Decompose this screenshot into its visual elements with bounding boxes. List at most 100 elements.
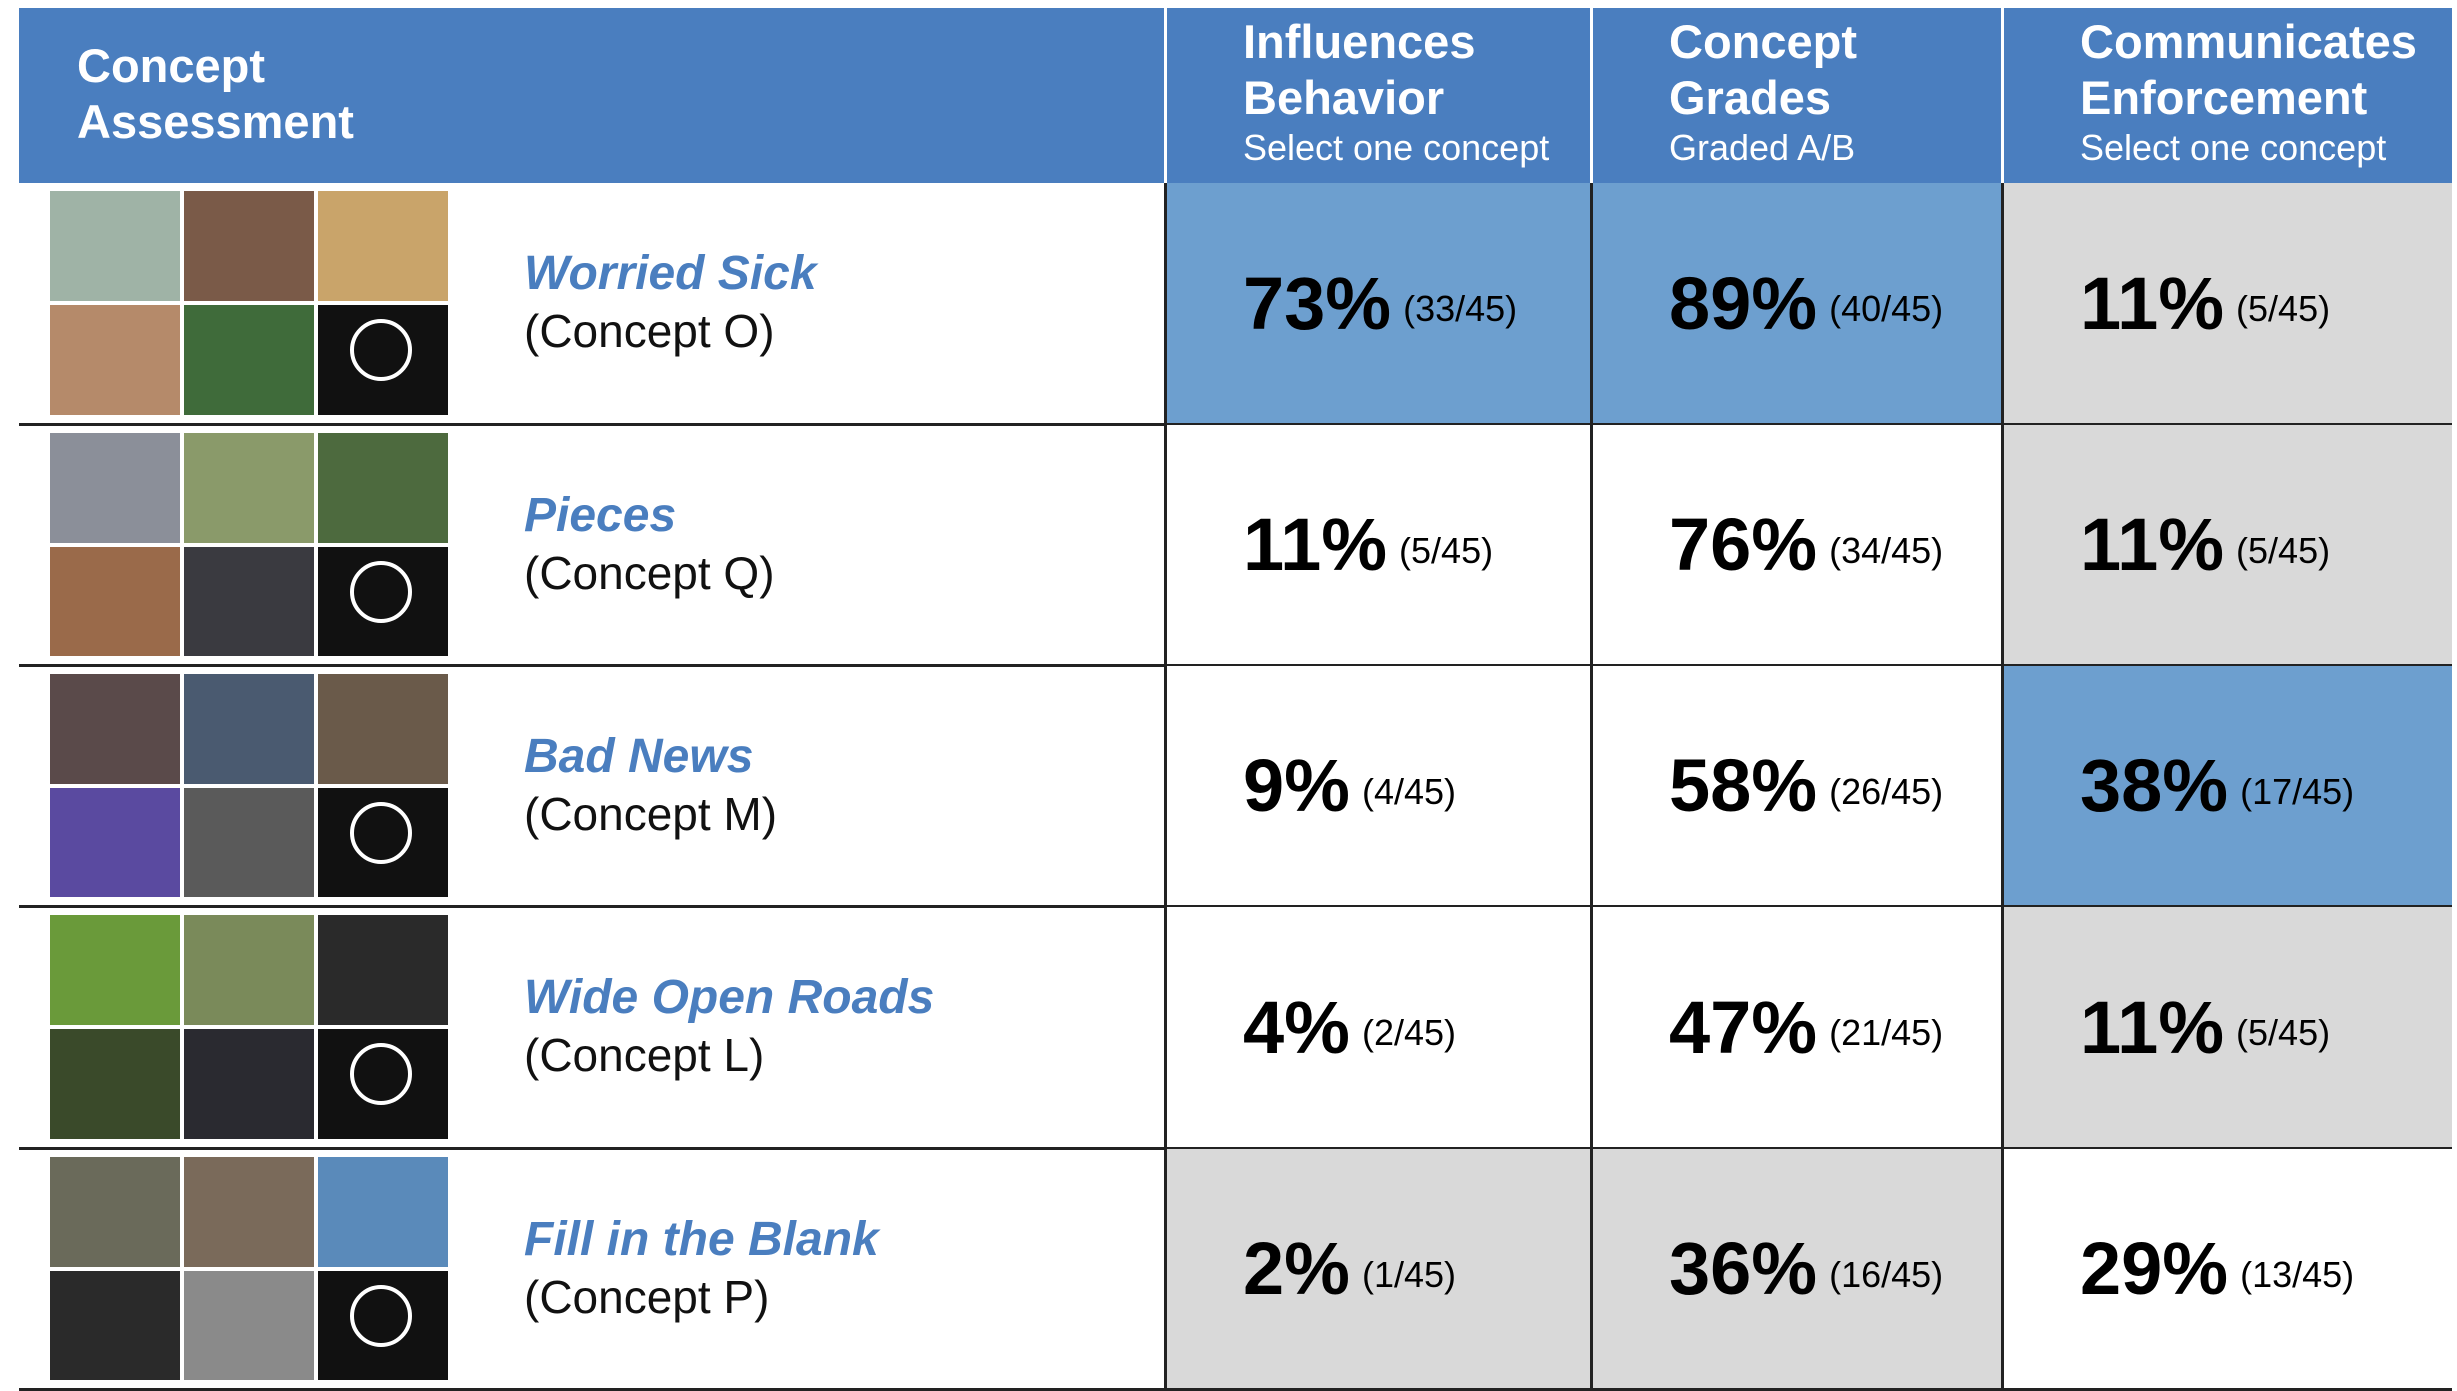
- thumbnail-tile: [318, 433, 448, 543]
- percent: 9%: [1243, 743, 1350, 828]
- percent: 29%: [2080, 1226, 2228, 1311]
- count: (26/45): [1829, 771, 1943, 813]
- thumbnail-tile: [318, 191, 448, 301]
- concept-code: (Concept Q): [524, 544, 775, 602]
- count: (40/45): [1829, 288, 1943, 330]
- concept-name: Pieces: [524, 488, 775, 544]
- concept-name: Wide Open Roads: [524, 970, 934, 1026]
- logo: [350, 802, 412, 864]
- concept-name: Fill in the Blank: [524, 1212, 879, 1268]
- thumbnail-tile: [184, 1157, 314, 1267]
- thumbnail-tile: [50, 305, 180, 415]
- result-cell: 11%(5/45): [2001, 425, 2452, 664]
- thumbnail-tile: [50, 191, 180, 301]
- concept-label: Wide Open Roads(Concept L): [524, 970, 934, 1084]
- count: (5/45): [2236, 1012, 2330, 1054]
- percent: 2%: [1243, 1226, 1350, 1311]
- header-title-box: Concept Assessment: [77, 38, 354, 150]
- result-cell: 36% (16/45): [1590, 1149, 2001, 1388]
- concept-name: Bad News: [524, 729, 777, 785]
- concept-label: Fill in the Blank(Concept P): [524, 1212, 879, 1326]
- percent: 47%: [1669, 985, 1817, 1070]
- column-title: Concept Grades: [1669, 14, 1857, 126]
- count: (17/45): [2240, 771, 2354, 813]
- thumbnail-tile: [318, 1029, 448, 1139]
- thumbnail-tile: [184, 191, 314, 301]
- logo: [350, 1285, 412, 1347]
- logo: [350, 319, 412, 381]
- percent: 11%: [1243, 502, 1387, 587]
- percent: 58%: [1669, 743, 1817, 828]
- percent: 11%: [2080, 985, 2224, 1070]
- column-subtitle: Select one concept: [2080, 126, 2452, 170]
- result-cell: 4% (2/45): [1164, 907, 1590, 1147]
- column-subtitle: Graded A/B: [1669, 126, 2001, 170]
- result-cell: 47% (21/45): [1590, 907, 2001, 1147]
- thumbnail: [50, 433, 448, 656]
- count: (21/45): [1829, 1012, 1943, 1054]
- result-cell: 38%(17/45): [2001, 666, 2452, 905]
- thumbnail-tile: [184, 674, 314, 784]
- count: (5/45): [2236, 288, 2330, 330]
- thumbnail-tile: [184, 547, 314, 657]
- count: (13/45): [2240, 1254, 2354, 1296]
- count: (5/45): [1399, 530, 1493, 572]
- result-cell: 9% (4/45): [1164, 666, 1590, 905]
- thumbnail-tile: [318, 915, 448, 1025]
- percent: 36%: [1669, 1226, 1817, 1311]
- thumbnail-tile: [50, 1029, 180, 1139]
- result-cell: 89% (40/45): [1590, 183, 2001, 423]
- concept-code: (Concept M): [524, 785, 777, 843]
- thumbnail-tile: [184, 305, 314, 415]
- thumbnail-tile: [318, 674, 448, 784]
- thumbnail-tile: [184, 915, 314, 1025]
- result-cell: 11% (5/45): [1164, 425, 1590, 664]
- percent: 76%: [1669, 502, 1817, 587]
- percent: 4%: [1243, 985, 1350, 1070]
- column-title: Communicates Enforcement: [2080, 14, 2417, 126]
- thumbnail-tile: [50, 1157, 180, 1267]
- count: (16/45): [1829, 1254, 1943, 1296]
- result-cell: 29% (13/45): [2001, 1149, 2452, 1388]
- thumbnail-tile: [318, 1157, 448, 1267]
- thumbnail: [50, 1157, 448, 1380]
- thumbnail-tile: [50, 674, 180, 784]
- header-title: Concept Assessment: [77, 38, 354, 150]
- concept-label: Pieces(Concept Q): [524, 488, 775, 602]
- count: (4/45): [1362, 771, 1456, 813]
- result-cell: 58% (26/45): [1590, 666, 2001, 905]
- thumbnail: [50, 674, 448, 897]
- result-cell: 2%(1/45): [1164, 1149, 1590, 1388]
- thumbnail-tile: [184, 1029, 314, 1139]
- thumbnail-tile: [50, 915, 180, 1025]
- logo: [350, 561, 412, 623]
- column-title: Influences Behavior: [1243, 14, 1475, 126]
- concept-label: Worried Sick(Concept O): [524, 246, 817, 360]
- thumbnail-tile: [318, 788, 448, 898]
- result-cell: 76% (34/45): [1590, 425, 2001, 664]
- column-subtitle: Select one concept: [1243, 126, 1590, 170]
- count: (34/45): [1829, 530, 1943, 572]
- thumbnail: [50, 915, 448, 1139]
- thumbnail-tile: [50, 547, 180, 657]
- percent: 89%: [1669, 261, 1817, 346]
- percent: 73%: [1243, 261, 1391, 346]
- percent: 11%: [2080, 261, 2224, 346]
- concept-code: (Concept O): [524, 302, 817, 360]
- count: (33/45): [1403, 288, 1517, 330]
- result-cell: 73% (33/45): [1164, 183, 1590, 423]
- thumbnail-tile: [50, 788, 180, 898]
- concept-label: Bad News(Concept M): [524, 729, 777, 843]
- count: (2/45): [1362, 1012, 1456, 1054]
- concept-code: (Concept P): [524, 1268, 879, 1326]
- page: Concept Assessment Influences BehaviorSe…: [0, 0, 2457, 1381]
- concept-code: (Concept L): [524, 1026, 934, 1084]
- thumbnail-tile: [184, 1271, 314, 1381]
- count: (5/45): [2236, 530, 2330, 572]
- thumbnail-tile: [318, 547, 448, 657]
- thumbnail-tile: [318, 305, 448, 415]
- thumbnail-tile: [184, 433, 314, 543]
